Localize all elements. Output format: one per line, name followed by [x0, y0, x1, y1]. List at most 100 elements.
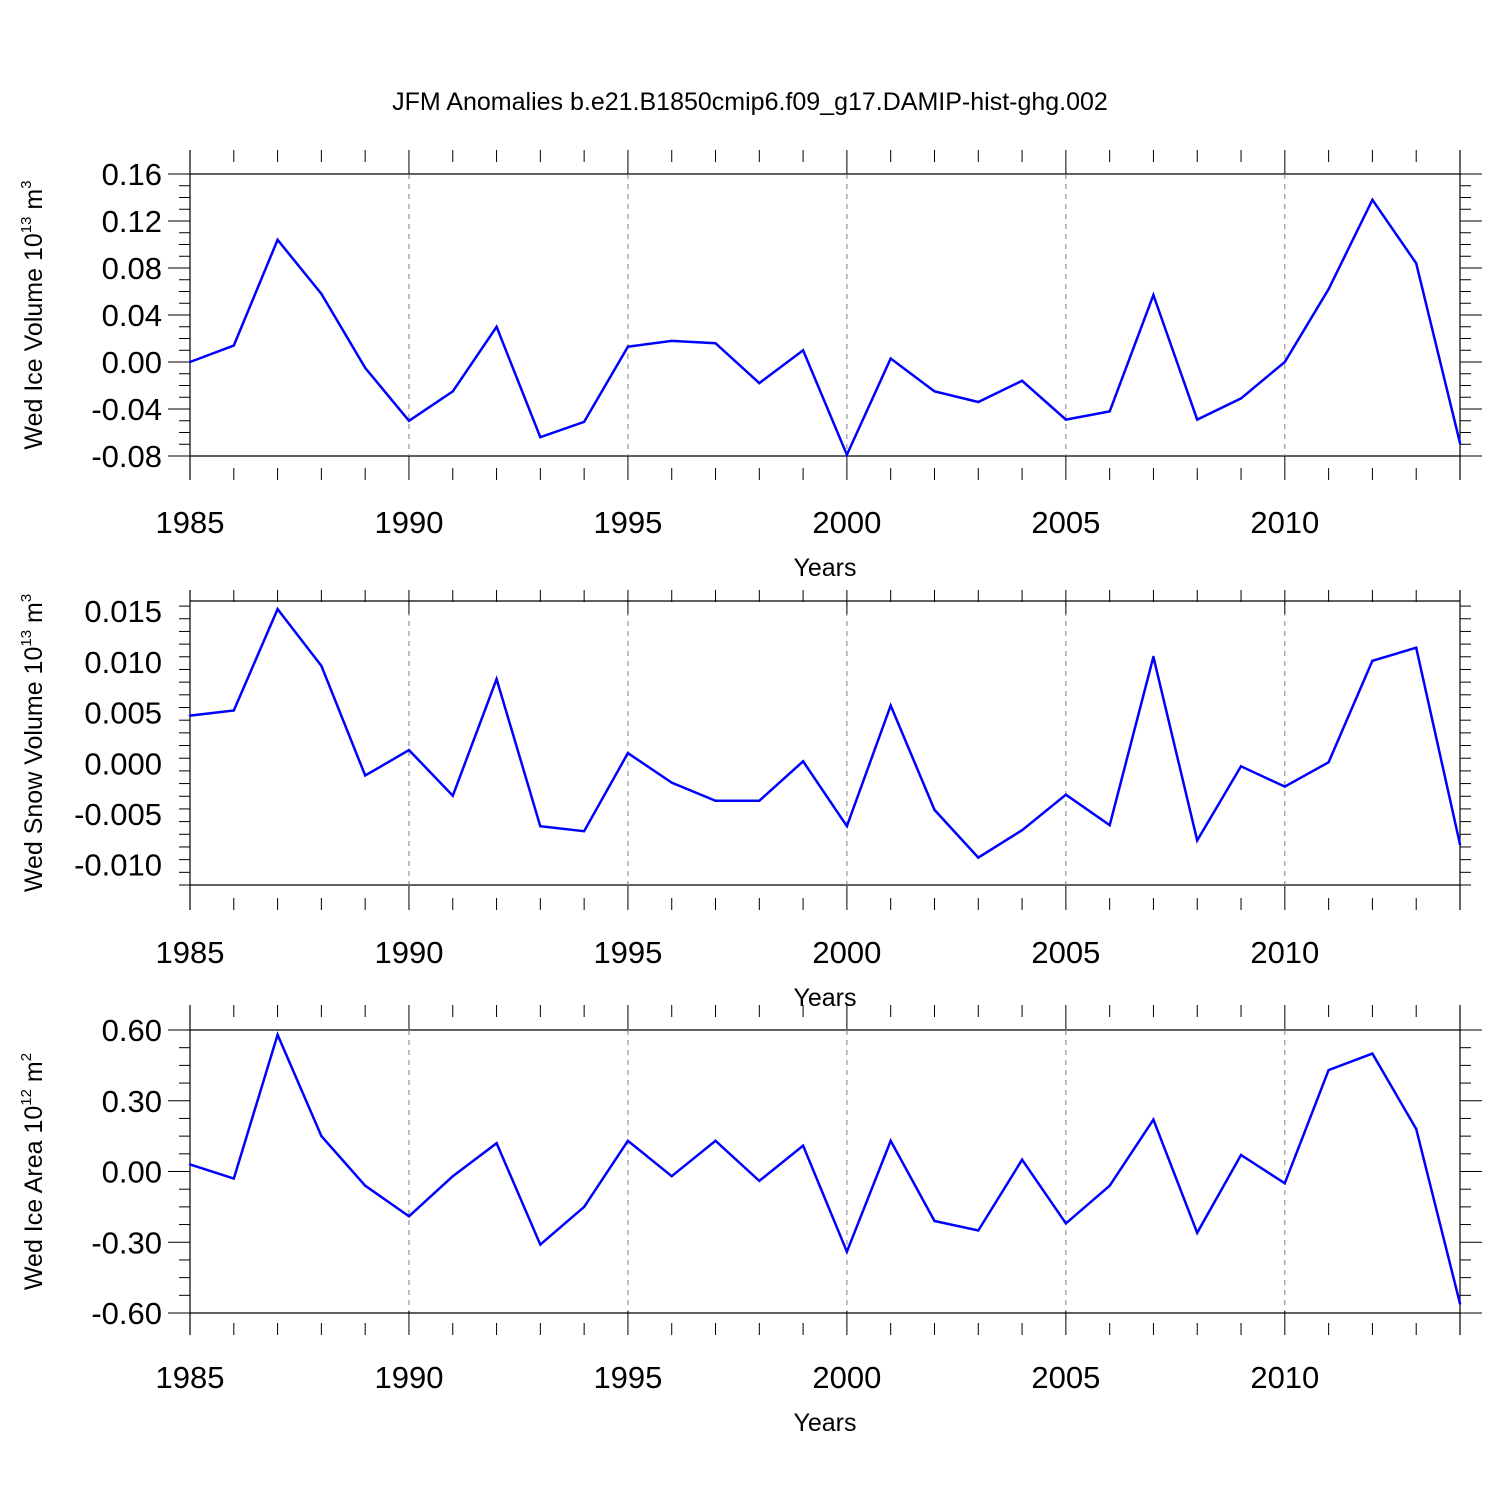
- panels: -0.08 -0.04 0.00 0.04 0.08 0.12 0.16 1985 1990 19…: [18, 150, 1482, 1437]
- data-point: [1415, 262, 1418, 265]
- x-tick-label: 2010: [1250, 505, 1319, 540]
- y-axis-label-unit-exponent: 2: [18, 1053, 35, 1061]
- data-point: [626, 751, 630, 755]
- panel-3: -0.60 -0.30 0.00 0.30 0.60 1985 1990 1995 2000 20…: [18, 1005, 1482, 1437]
- data-point: [1239, 1153, 1243, 1157]
- data-point: [1064, 418, 1068, 421]
- data-point: [977, 1229, 980, 1232]
- y-axis-label: Wed Snow Volume 1013 m3: [18, 594, 48, 892]
- x-tick-label: 2010: [1250, 935, 1319, 970]
- data-point: [1196, 839, 1199, 842]
- data-point: [1415, 1127, 1418, 1131]
- data-point: [714, 342, 717, 345]
- data-point: [451, 794, 454, 797]
- data-point: [933, 808, 936, 812]
- data-point: [1152, 1118, 1155, 1121]
- data-point: [495, 1142, 498, 1145]
- y-tick-label: 0.04: [102, 298, 162, 333]
- x-tick-label: 1995: [593, 935, 662, 970]
- data-point: [758, 1179, 761, 1183]
- data-point: [889, 704, 892, 707]
- x-tick-label: 2010: [1250, 1360, 1319, 1395]
- data-point: [626, 1139, 630, 1143]
- data-point: [1458, 843, 1462, 846]
- x-tick-label: 1995: [593, 1360, 662, 1395]
- data-point: [889, 1139, 892, 1143]
- data-point: [363, 1184, 367, 1187]
- x-tick-label: 2005: [1031, 1360, 1100, 1395]
- y-tick-label: -0.005: [74, 797, 162, 832]
- series-line: [189, 606, 1462, 860]
- data-point: [670, 1175, 673, 1178]
- y-axis-label-unit: m: [20, 1061, 48, 1089]
- data-point: [845, 453, 849, 457]
- data-point: [1020, 1158, 1024, 1161]
- data-point: [1196, 418, 1199, 421]
- x-tick-label: 2005: [1031, 505, 1100, 540]
- data-point: [845, 1250, 849, 1253]
- data-point: [582, 420, 586, 424]
- y-tick-label: 0.30: [102, 1084, 162, 1119]
- y-axis-label-exponent: 13: [18, 217, 35, 234]
- panel-1: -0.08 -0.04 0.00 0.04 0.08 0.12 0.16 1985 1990 19…: [18, 150, 1482, 582]
- x-tick-label: 1995: [593, 505, 662, 540]
- data-point: [539, 436, 542, 439]
- data-point: [582, 830, 586, 833]
- x-tick-label: 2005: [1031, 935, 1100, 970]
- y-tick-label: 0.00: [102, 345, 162, 380]
- data-point: [845, 824, 849, 828]
- y-axis-label-main: Wed Snow Volume 10: [20, 647, 48, 893]
- data-point: [451, 1175, 454, 1178]
- data-point: [1458, 441, 1462, 445]
- data-point: [626, 345, 630, 348]
- x-axis-label: Years: [793, 984, 856, 1012]
- x-tick-label: 2000: [812, 505, 881, 540]
- data-point: [276, 607, 279, 611]
- y-axis-label: Wed Ice Volume 1013 m3: [18, 180, 48, 449]
- y-tick-label: 0.000: [84, 746, 162, 781]
- data-point: [232, 1177, 235, 1180]
- data-point: [451, 390, 454, 393]
- y-tick-label: 0.00: [102, 1155, 162, 1190]
- y-axis-label-unit: m: [20, 602, 48, 630]
- data-point: [670, 339, 673, 343]
- x-tick-label: 1985: [156, 505, 225, 540]
- y-tick-label: 0.60: [102, 1013, 162, 1048]
- data-point: [1064, 793, 1068, 796]
- data-point: [1327, 1068, 1330, 1072]
- series-line: [189, 197, 1462, 458]
- data-point: [933, 1219, 936, 1223]
- y-tick-label: 0.12: [102, 204, 162, 239]
- y-tick-label: -0.010: [74, 848, 162, 883]
- data-point: [1108, 1184, 1111, 1187]
- data-point: [539, 824, 542, 828]
- x-axis-label: Years: [793, 554, 856, 582]
- x-tick-label: 1990: [374, 505, 443, 540]
- data-point: [1239, 397, 1243, 400]
- data-point: [1020, 829, 1024, 832]
- data-point: [714, 799, 717, 803]
- x-tick-label: 1985: [156, 1360, 225, 1395]
- data-point: [320, 664, 323, 668]
- data-point: [1371, 659, 1374, 663]
- y-axis-label-exponent: 13: [18, 630, 35, 647]
- data-point: [801, 1144, 805, 1147]
- data-point: [977, 856, 980, 859]
- data-point: [889, 357, 892, 360]
- y-tick-label: -0.30: [91, 1225, 162, 1260]
- x-axis-label: Years: [793, 1409, 856, 1437]
- data-point: [188, 1163, 192, 1166]
- data-point: [539, 1243, 542, 1246]
- data-point: [1196, 1231, 1199, 1235]
- data-point: [1239, 765, 1243, 768]
- figure-title: JFM Anomalies b.e21.B1850cmip6.f09_g17.D…: [392, 88, 1108, 116]
- data-point: [977, 400, 980, 404]
- data-point: [363, 366, 367, 370]
- data-point: [232, 344, 235, 347]
- data-point: [276, 1033, 279, 1036]
- x-tick-label: 1990: [374, 935, 443, 970]
- data-point: [407, 419, 411, 422]
- data-point: [407, 748, 411, 752]
